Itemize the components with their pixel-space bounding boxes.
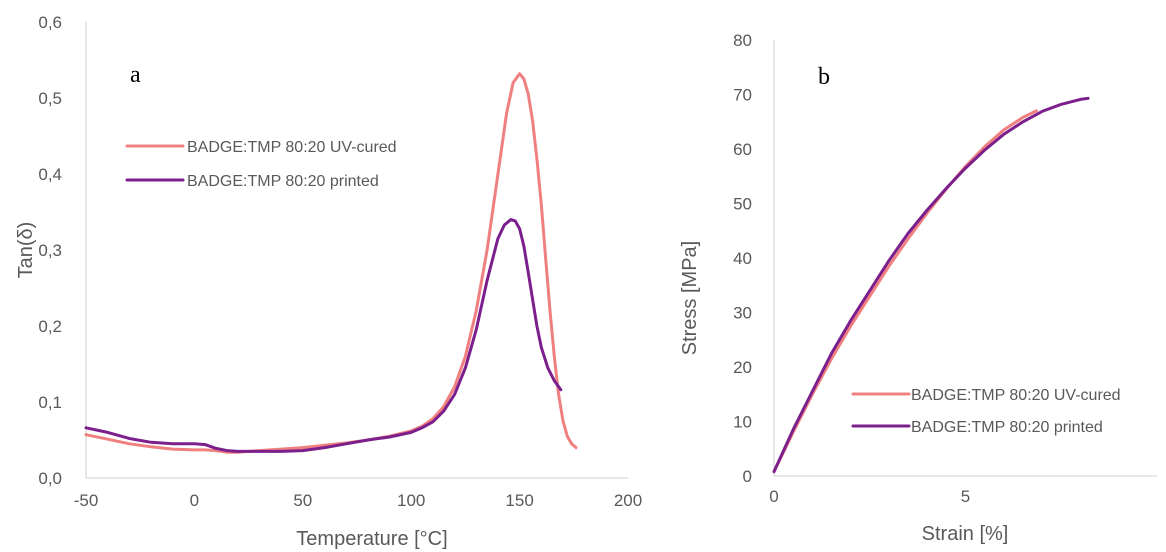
y-tick-label: 50	[733, 195, 752, 214]
series-line-2	[84, 218, 563, 453]
y-tick-label: 30	[733, 304, 752, 323]
y-tick-label: 0,0	[38, 469, 62, 488]
x-tick-label: 50	[293, 491, 312, 510]
legend-label: BADGE:TMP 80:20 printed	[187, 173, 379, 190]
y-tick-label: 0,4	[38, 165, 62, 184]
x-tick-label: -50	[74, 491, 99, 510]
y-tick-label: 60	[733, 140, 752, 159]
y-tick-label: 0,5	[38, 89, 62, 108]
y-tick-label: 20	[733, 358, 752, 377]
panel-label: a	[130, 62, 141, 88]
chart-panel-a: -50 0 50 100 150 200 0,0 0,1 0,2 0,3 0,4 0,5 0,6 Temp…	[15, 13, 642, 550]
x-tick-label: 0	[769, 487, 778, 506]
x-tick-label: 100	[397, 491, 425, 510]
y-tick-label: 80	[733, 31, 752, 50]
series-line-1	[84, 72, 578, 454]
y-tick-label: 0,6	[38, 13, 62, 32]
y-tick-label: 0,2	[38, 317, 62, 336]
y-tick-label: 0,3	[38, 241, 62, 260]
y-axis-title: Stress [MPa]	[679, 241, 701, 355]
y-tick-label: 40	[733, 249, 752, 268]
x-axis-title: Temperature [°C]	[296, 528, 447, 550]
legend-label: BADGE:TMP 80:20 UV-cured	[187, 139, 397, 156]
series-line-2	[772, 96, 1090, 474]
y-tick-label: 10	[733, 413, 752, 432]
x-tick-label: 0	[190, 491, 199, 510]
y-tick-label: 0	[743, 467, 752, 486]
y-axis-title: Tan(δ)	[15, 222, 37, 279]
legend-label: BADGE:TMP 80:20 printed	[911, 419, 1103, 436]
series-line-1	[772, 109, 1038, 474]
legend-label: BADGE:TMP 80:20 UV-cured	[911, 387, 1121, 404]
y-tick-label: 70	[733, 86, 752, 105]
x-tick-label: 200	[614, 491, 642, 510]
y-tick-label: 0,1	[38, 393, 62, 412]
x-tick-label: 5	[961, 487, 970, 506]
panel-label: b	[818, 64, 830, 90]
x-axis-title: Strain [%]	[922, 523, 1009, 545]
x-tick-label: 150	[505, 491, 533, 510]
